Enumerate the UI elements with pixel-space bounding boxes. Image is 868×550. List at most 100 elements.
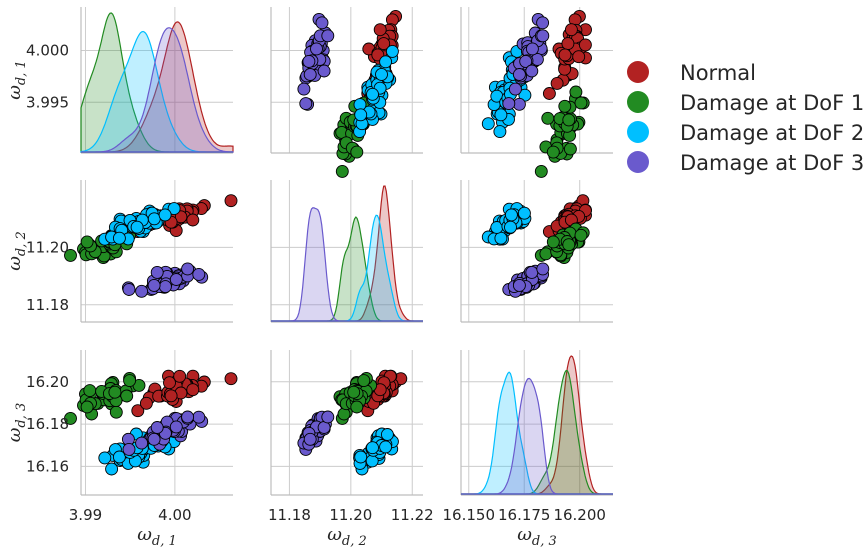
data-point xyxy=(112,231,126,245)
data-point xyxy=(536,16,550,30)
data-point xyxy=(525,265,539,279)
data-point xyxy=(504,208,518,222)
data-point xyxy=(131,404,145,418)
data-point xyxy=(163,376,176,390)
data-point xyxy=(147,278,161,292)
panel-r2-c0 xyxy=(64,369,238,476)
data-point xyxy=(350,400,364,414)
scatter-series-damage-at-dof-3 xyxy=(502,12,550,111)
data-point xyxy=(173,369,187,383)
scatter-series-damage-at-dof-1 xyxy=(534,222,590,265)
scatter-series-damage-at-dof-3 xyxy=(121,262,209,298)
x-tick-label: 11.18 xyxy=(268,506,311,524)
kde-damage-at-dof-3 xyxy=(461,377,613,495)
data-point xyxy=(186,213,200,227)
y-axis-label: ωd, 2 xyxy=(4,231,29,271)
data-point xyxy=(105,462,119,476)
data-point xyxy=(366,441,379,455)
x-tick-label: 11.20 xyxy=(329,506,372,524)
data-point xyxy=(335,164,349,178)
data-point xyxy=(379,55,393,69)
data-point xyxy=(169,420,183,434)
data-point xyxy=(167,202,181,216)
data-point xyxy=(347,385,361,399)
y-tick-labels: 3.995 4.000 11.18 11.20 16.16 16.18 16.20 xyxy=(26,41,69,475)
legend-label: Damage at DoF 3 xyxy=(680,151,864,175)
data-point xyxy=(112,450,126,464)
data-point xyxy=(224,194,238,208)
scatter-series-damage-at-dof-1 xyxy=(534,85,590,178)
data-point xyxy=(373,23,387,37)
data-point xyxy=(186,383,200,397)
y-tick-label: 16.16 xyxy=(26,457,69,475)
x-tick-label: 3.99 xyxy=(69,506,102,524)
data-point xyxy=(150,421,164,434)
data-point xyxy=(504,220,517,234)
data-point xyxy=(519,54,533,68)
data-point xyxy=(558,99,572,113)
data-point xyxy=(512,278,526,292)
scatter-series-damage-at-dof-3 xyxy=(297,12,335,111)
y-axis-label: ωd, 3 xyxy=(4,403,29,443)
data-point xyxy=(357,374,371,388)
data-point xyxy=(181,262,195,276)
data-point xyxy=(315,16,329,30)
data-point xyxy=(150,265,164,279)
data-point xyxy=(123,374,137,388)
data-point xyxy=(539,247,553,261)
legend: Normal Damage at DoF 1 Damage at DoF 2 Dama… xyxy=(627,61,864,175)
data-point xyxy=(572,50,586,64)
legend-label: Damage at DoF 2 xyxy=(680,121,864,145)
data-point xyxy=(481,117,495,131)
data-point xyxy=(122,283,136,296)
panel-r1-c2 xyxy=(481,194,592,298)
data-point xyxy=(83,384,97,398)
kde-damage-at-dof-1 xyxy=(271,216,423,322)
data-point xyxy=(130,220,144,234)
data-point xyxy=(494,231,508,245)
data-point xyxy=(317,64,331,78)
data-point xyxy=(181,410,195,424)
data-point xyxy=(385,44,399,58)
data-point xyxy=(135,436,149,450)
y-tick-label: 4.000 xyxy=(26,41,69,59)
data-point xyxy=(303,432,317,446)
data-point xyxy=(192,267,206,281)
panel-r0-c1 xyxy=(297,9,403,178)
data-point xyxy=(354,108,368,122)
scatter-series-damage-at-dof-3 xyxy=(121,410,209,456)
scatter-series-damage-at-dof-2 xyxy=(353,427,399,476)
data-point xyxy=(512,68,526,81)
data-point xyxy=(139,396,153,410)
y-tick-label: 11.18 xyxy=(26,296,69,314)
scatter-series-normal xyxy=(542,9,592,100)
data-point xyxy=(379,440,393,454)
data-point xyxy=(297,82,311,96)
scatter-series-damage-at-dof-1 xyxy=(64,371,146,425)
data-point xyxy=(98,451,112,465)
data-point xyxy=(147,432,161,446)
data-point xyxy=(158,280,172,294)
scatter-series-normal xyxy=(131,369,238,418)
data-point xyxy=(380,428,394,441)
data-point xyxy=(120,389,134,403)
data-point xyxy=(122,442,136,456)
scatter-series-damage-at-dof-2 xyxy=(353,44,399,139)
legend-label: Damage at DoF 1 xyxy=(680,91,864,115)
panel-r0-c0 xyxy=(80,12,234,153)
panel-r2-c1 xyxy=(297,369,408,476)
panel-r1-c0 xyxy=(64,194,238,298)
data-point xyxy=(546,145,560,159)
data-point xyxy=(574,96,588,110)
data-point xyxy=(158,208,172,222)
x-tick-label: 16.200 xyxy=(553,506,606,524)
legend-marker xyxy=(627,61,649,83)
panel-r0-c2 xyxy=(481,9,592,178)
data-point xyxy=(563,142,577,156)
data-point xyxy=(564,23,578,37)
data-point xyxy=(64,411,77,425)
legend-item: Damage at DoF 2 xyxy=(627,121,864,145)
y-axis-label: ωd, 1 xyxy=(4,60,29,100)
data-point xyxy=(493,125,507,139)
data-point xyxy=(542,87,556,100)
